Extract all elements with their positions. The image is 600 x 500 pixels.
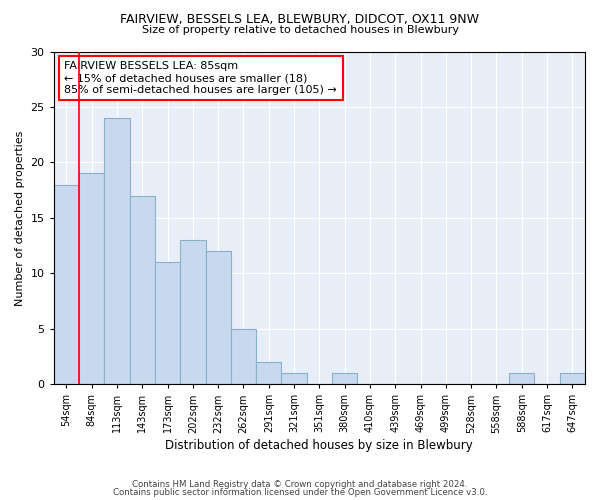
Bar [54,184,79,384]
Text: FAIRVIEW, BESSELS LEA, BLEWBURY, DIDCOT, OX11 9NW: FAIRVIEW, BESSELS LEA, BLEWBURY, DIDCOT,… [121,12,479,26]
Bar [180,240,206,384]
Bar [281,373,307,384]
Text: Contains public sector information licensed under the Open Government Licence v3: Contains public sector information licen… [113,488,487,497]
Bar [79,174,104,384]
Y-axis label: Number of detached properties: Number of detached properties [15,130,25,306]
Bar [130,196,155,384]
Bar [155,262,180,384]
Bar [560,373,585,384]
Bar [206,251,231,384]
Bar [509,373,535,384]
Bar [104,118,130,384]
Bar [332,373,358,384]
Text: Size of property relative to detached houses in Blewbury: Size of property relative to detached ho… [142,25,458,35]
Text: Contains HM Land Registry data © Crown copyright and database right 2024.: Contains HM Land Registry data © Crown c… [132,480,468,489]
Bar [256,362,281,384]
X-axis label: Distribution of detached houses by size in Blewbury: Distribution of detached houses by size … [166,440,473,452]
Text: FAIRVIEW BESSELS LEA: 85sqm
← 15% of detached houses are smaller (18)
85% of sem: FAIRVIEW BESSELS LEA: 85sqm ← 15% of det… [64,62,337,94]
Bar [231,328,256,384]
